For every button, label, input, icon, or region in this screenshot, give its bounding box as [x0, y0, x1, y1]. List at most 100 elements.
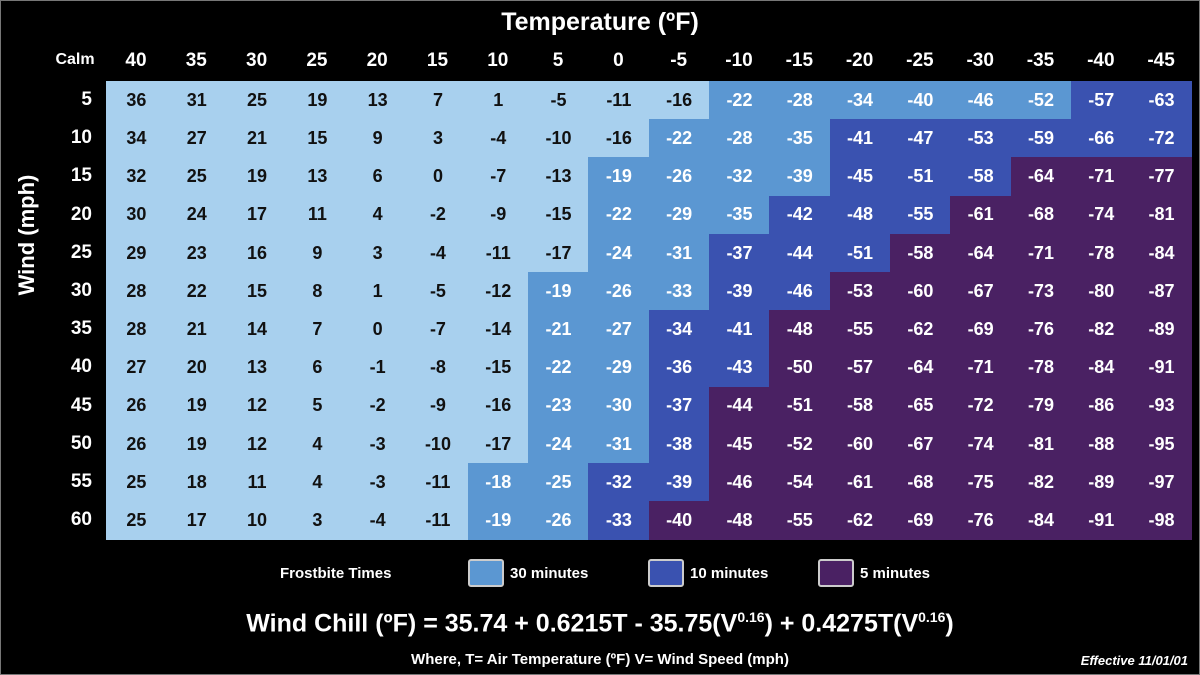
table-cell: -71	[950, 348, 1012, 388]
table-cell: 7	[407, 81, 469, 120]
table-cell: 17	[226, 195, 288, 235]
table-cell: -16	[467, 386, 529, 426]
table-cell: -41	[829, 119, 891, 158]
table-cell: -52	[1010, 81, 1072, 120]
table-cell: -10	[528, 119, 589, 158]
table-cell: -84	[1010, 501, 1072, 540]
table-cell: -45	[709, 424, 770, 464]
table-cell: 1	[467, 81, 529, 120]
table-cell: -68	[889, 463, 951, 502]
legend-item-5: 5 minutes	[818, 558, 930, 588]
table-cell: -2	[347, 386, 409, 426]
table-cell: -41	[709, 310, 770, 349]
table-cell: -1	[347, 348, 409, 388]
formula-part: )	[945, 609, 954, 638]
table-cell: 21	[166, 310, 228, 349]
table-cell: 28	[106, 272, 167, 311]
table-cell: -9	[407, 386, 469, 426]
table-cell: -39	[648, 463, 710, 502]
table-cell: 30	[106, 195, 167, 235]
table-cell: -25	[528, 463, 589, 502]
row-header: 5	[81, 89, 92, 110]
column-header: -35	[1026, 50, 1055, 71]
row-header: 55	[70, 471, 92, 492]
row-header: 10	[70, 127, 92, 149]
table-cell: -19	[467, 501, 529, 540]
table-cell: -24	[528, 424, 589, 464]
table-cell: -64	[889, 348, 951, 388]
table-cell: -69	[950, 310, 1012, 349]
table-cell: -91	[1131, 348, 1192, 388]
table-cell: -81	[1010, 424, 1072, 464]
table-cell: -32	[588, 463, 650, 502]
legend-label: 10 minutes	[690, 564, 769, 582]
column-header: 35	[185, 50, 207, 71]
table-cell: 25	[166, 157, 228, 197]
table-cell: -14	[467, 310, 529, 349]
table-cell: -4	[467, 119, 529, 158]
table-cell: -77	[1131, 157, 1192, 197]
table-cell: -11	[407, 463, 469, 502]
table-cell: 29	[106, 233, 167, 273]
table-cell: -22	[588, 195, 650, 235]
table-cell: -24	[588, 233, 650, 273]
table-cell: -35	[769, 119, 831, 158]
table-cell: -50	[769, 348, 831, 388]
table-cell: 20	[166, 348, 228, 388]
table-cell: -75	[950, 463, 1012, 502]
table-cell: -84	[1070, 348, 1132, 388]
column-header: 40	[125, 50, 147, 71]
table-cell: -81	[1131, 195, 1192, 235]
table-cell: -40	[648, 501, 710, 540]
table-cell: 3	[407, 119, 469, 158]
table-cell: -21	[528, 310, 589, 349]
table-cell: 4	[347, 195, 409, 235]
corner-label-calm: Calm	[55, 51, 95, 68]
table-cell: -8	[407, 348, 469, 388]
row-header: 25	[70, 241, 92, 263]
table-cell: -28	[709, 119, 770, 158]
table-cell: -72	[950, 386, 1012, 426]
table-cell: -95	[1131, 424, 1192, 464]
column-header: 5	[552, 50, 564, 71]
table-cell: -39	[769, 157, 831, 197]
table-cell: -84	[1131, 233, 1192, 273]
table-cell: -13	[528, 157, 589, 197]
column-header: 25	[306, 50, 328, 71]
table-cell: 11	[226, 463, 288, 502]
table-cell: 19	[226, 157, 288, 197]
table-cell: -97	[1131, 463, 1192, 502]
row-header: 60	[70, 509, 92, 531]
table-cell: -48	[829, 195, 891, 235]
table-cell: -29	[588, 348, 650, 388]
table-cell: -91	[1070, 501, 1132, 540]
column-header: -25	[906, 50, 934, 71]
table-cell: 0	[347, 310, 409, 349]
table-cell: -67	[950, 272, 1012, 311]
table-cell: -55	[829, 310, 891, 349]
table-cell: -74	[1070, 195, 1132, 235]
legend-label: 5 minutes	[860, 564, 931, 582]
table-cell: -71	[1010, 233, 1072, 273]
table-cell: -76	[1010, 310, 1072, 349]
table-cell: 28	[106, 310, 167, 349]
table-cell: -73	[1010, 272, 1072, 311]
table-cell: 6	[286, 348, 348, 388]
legend-swatch	[468, 559, 504, 587]
table-cell: -67	[889, 424, 951, 464]
formula-exponent: 0.16	[737, 609, 765, 625]
table-cell: -55	[769, 501, 831, 540]
effective-date: Effective 11/01/01	[1080, 653, 1188, 668]
table-cell: 11	[286, 195, 348, 235]
table-cell: -54	[769, 463, 831, 502]
table-cell: 3	[347, 233, 409, 273]
table-cell: -26	[588, 272, 650, 311]
y-axis-label: Wind (mph)	[14, 174, 39, 296]
table-cell: 6	[347, 157, 409, 197]
table-cell: -98	[1131, 501, 1192, 540]
table-cell: -53	[829, 272, 891, 311]
table-cell: -5	[528, 81, 589, 120]
table-cell: 9	[286, 233, 348, 273]
table-cell: -15	[467, 348, 529, 388]
formula-exponent: 0.16	[918, 609, 946, 625]
